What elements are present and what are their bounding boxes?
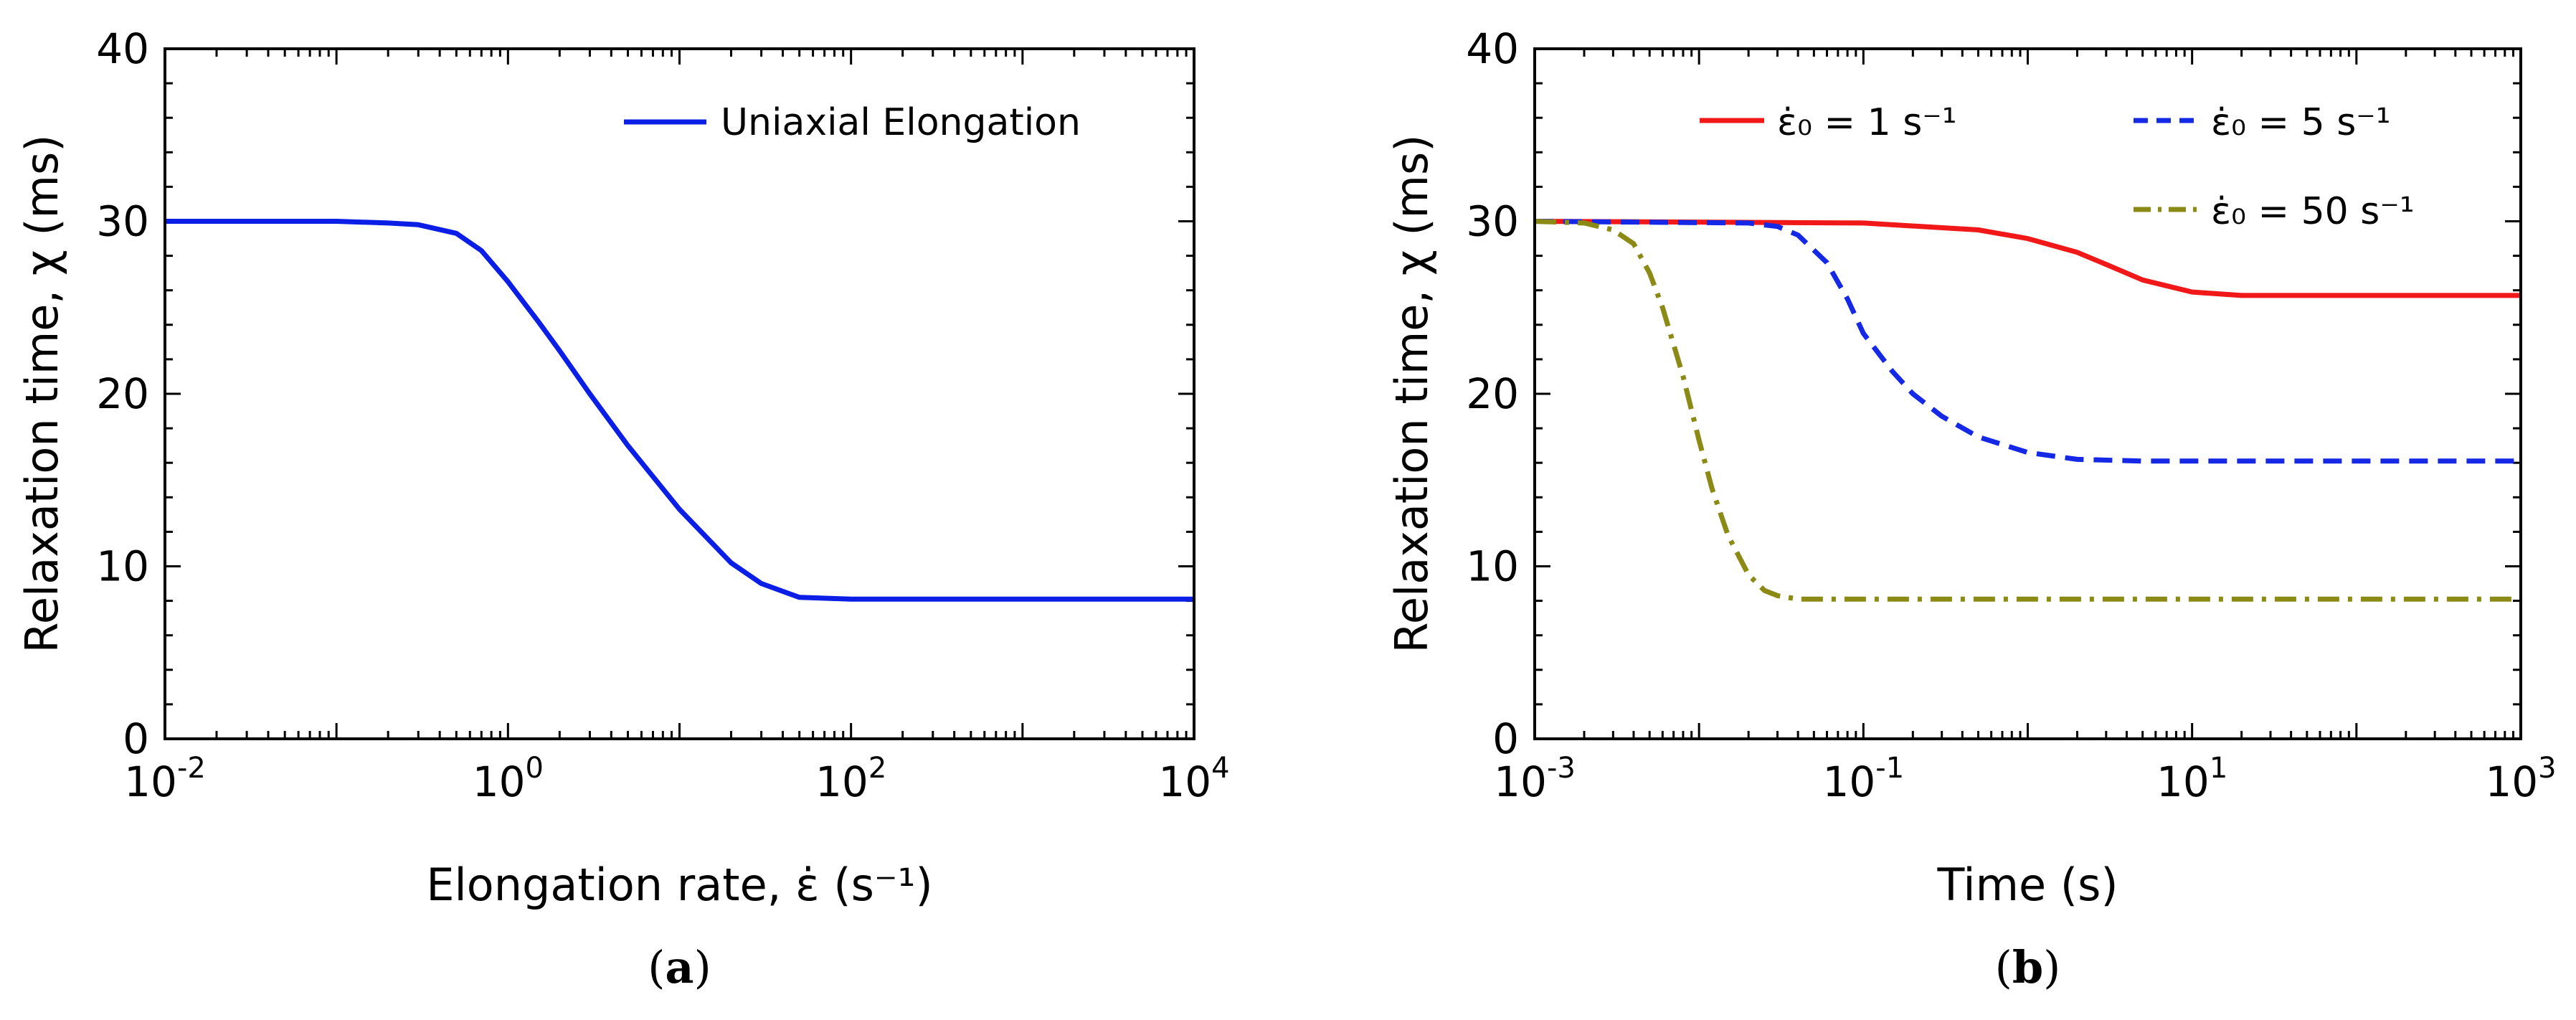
series-line-b-2 — [1534, 219, 2521, 602]
y-axis-title-a: Relaxation time, χ (ms) — [16, 135, 68, 653]
x-tick-label: 102 — [815, 752, 886, 806]
x-tick-base: 10 — [815, 757, 868, 806]
legend-label-b-1: ε̇₀ = 5 s⁻¹ — [2211, 101, 2391, 144]
x-tick-exponent: -2 — [177, 752, 206, 785]
panel-letter: a — [665, 941, 693, 993]
series-line-b-1 — [1534, 219, 2521, 464]
x-tick-exponent: 0 — [526, 752, 544, 785]
x-tick-label: 101 — [2156, 752, 2227, 806]
x-tick-exponent: 3 — [2538, 752, 2556, 785]
x-tick-base: 10 — [1158, 757, 1211, 806]
x-tick-label: 103 — [2485, 752, 2556, 806]
panel-label-a: (a) — [648, 941, 711, 993]
x-tick-base: 10 — [473, 757, 526, 806]
x-axis-title-b: Time (s) — [1936, 859, 2118, 911]
x-tick-base: 10 — [2485, 757, 2538, 806]
x-tick-base: 10 — [1494, 757, 1547, 806]
x-tick-exponent: 2 — [868, 752, 886, 785]
y-tick-label: 30 — [1466, 197, 1519, 246]
x-tick-label: 104 — [1158, 752, 1229, 806]
y-tick-label: 40 — [96, 24, 149, 73]
x-tick-base: 10 — [2156, 757, 2210, 806]
plot-frame-b — [1533, 47, 2522, 740]
panel-letter: b — [2012, 941, 2043, 993]
x-tick-base: 10 — [124, 757, 177, 806]
y-tick-label: 30 — [96, 197, 149, 246]
legend-label-b-2: ε̇₀ = 50 s⁻¹ — [2211, 190, 2415, 233]
legend-label-a-0: Uniaxial Elongation — [721, 101, 1081, 144]
series-line-b-0 — [1534, 219, 2521, 298]
x-tick-exponent: -3 — [1547, 752, 1576, 785]
x-tick-label: 10-1 — [1822, 752, 1904, 806]
x-tick-label: 10-3 — [1494, 752, 1576, 806]
y-tick-label: 40 — [1466, 24, 1519, 73]
y-tick-label: 0 — [123, 714, 149, 763]
x-tick-exponent: -1 — [1875, 752, 1904, 785]
y-tick-label: 20 — [96, 369, 149, 418]
x-tick-label: 10-2 — [124, 752, 206, 806]
plot-frame-a — [164, 47, 1195, 740]
x-tick-base: 10 — [1822, 757, 1875, 806]
x-tick-exponent: 4 — [1211, 752, 1229, 785]
y-tick-label: 10 — [1466, 542, 1519, 591]
y-axis-title-b: Relaxation time, χ (ms) — [1386, 135, 1438, 653]
legend-label-b-0: ε̇₀ = 1 s⁻¹ — [1777, 101, 1957, 144]
series-line-a-0 — [165, 219, 1194, 602]
y-tick-label: 20 — [1466, 369, 1519, 418]
x-tick-label: 100 — [473, 752, 544, 806]
x-tick-exponent: 1 — [2210, 752, 2227, 785]
panel-label-b: (b) — [1995, 941, 2061, 993]
y-tick-label: 10 — [96, 542, 149, 591]
x-axis-title-a: Elongation rate, ε̇ (s⁻¹) — [426, 859, 932, 911]
y-tick-label: 0 — [1492, 714, 1519, 763]
